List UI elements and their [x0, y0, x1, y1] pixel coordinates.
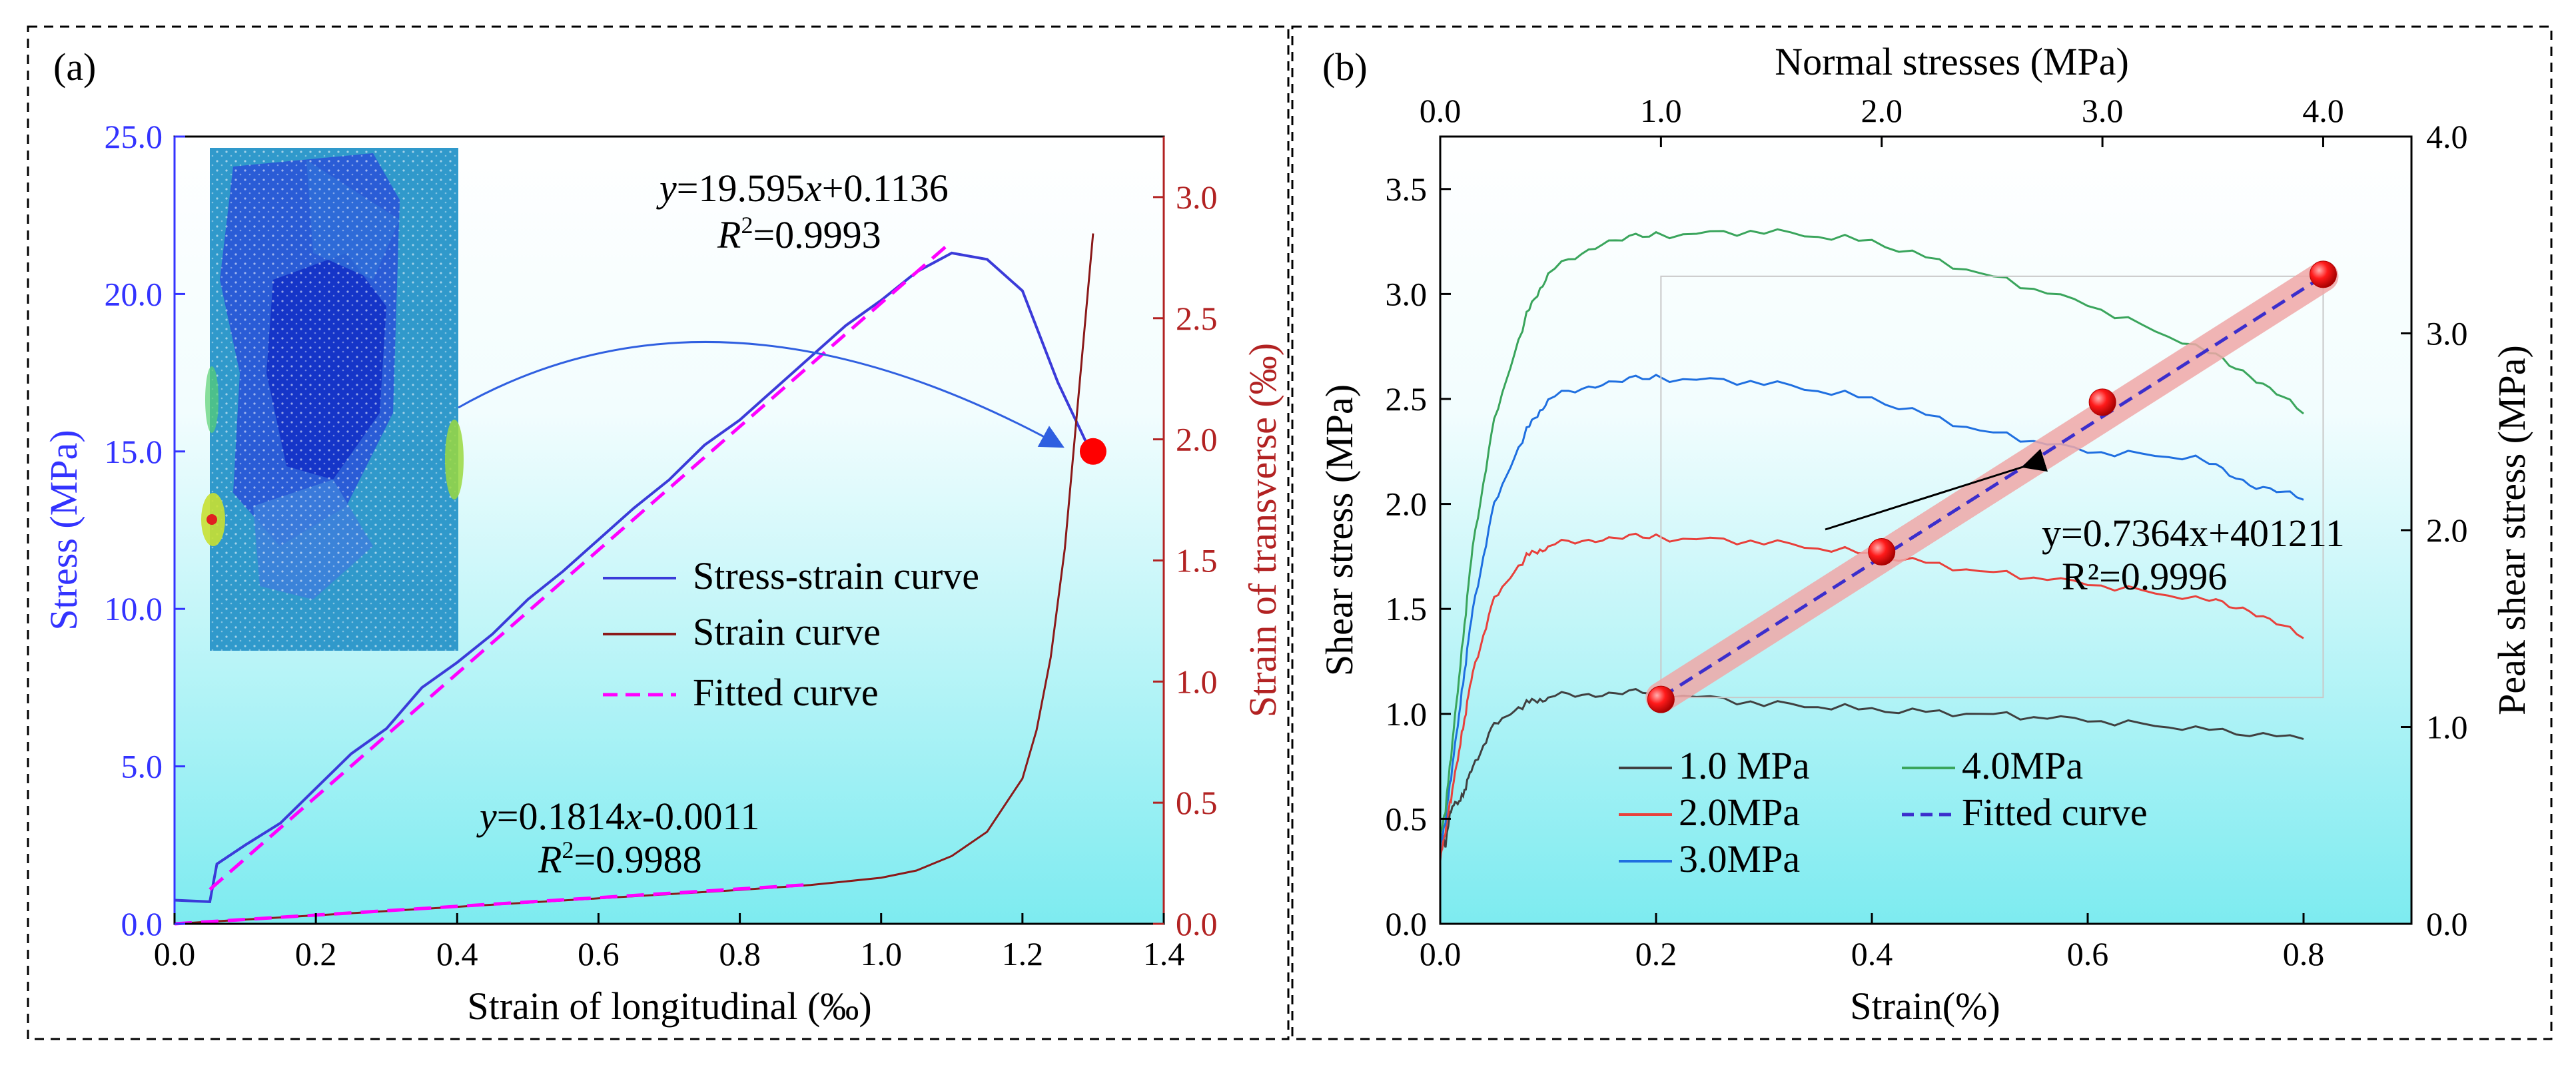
series-1-0-mpa [1439, 688, 2304, 848]
peak-point [1868, 538, 1896, 566]
y-tick-label: 1.0 [1386, 695, 1428, 733]
y-tick-label: 15.0 [105, 433, 163, 470]
panel-b-fit [1645, 260, 2339, 713]
y2-tick-label: 4.0 [2426, 118, 2468, 155]
y-tick-label: 3.5 [1386, 171, 1428, 208]
peak-point [2309, 260, 2337, 288]
y2-tick-label: 2.5 [1176, 300, 1218, 337]
panel-a-legend: Stress-strain curve Strain curve Fitted … [603, 554, 979, 714]
y-tick-label: 25.0 [105, 118, 163, 155]
panel-a-frame [27, 25, 1290, 1040]
panel-b-curves [1439, 228, 2304, 861]
panel-a-xlabel: Strain of longitudinal (‰) [467, 984, 871, 1028]
x-tick-label: 0.8 [719, 935, 761, 972]
equation-arrow [1825, 448, 2048, 531]
x2-tick-label: 1.0 [1640, 92, 1682, 129]
legend-label-2mpa: 2.0MPa [1679, 791, 1800, 834]
fit-line [1660, 274, 2324, 699]
y2-tick-label: 0.5 [1176, 784, 1218, 821]
panel-a: (a) 0.0 0.2 0.4 0.6 0.8 1.0 1.2 1.40.05.010.015… [42, 45, 1284, 1028]
panel-a-ticks: 0.0 0.2 0.4 0.6 0.8 1.0 1.2 1.40.05.010.015.020… [105, 118, 1218, 972]
panel-b-equation: y=0.7364x+401211 [2042, 512, 2345, 555]
x-tick-label: 0.0 [154, 935, 196, 972]
panel-b-x2label: Normal stresses (MPa) [1775, 40, 2129, 83]
y2-tick-label: 2.0 [2426, 512, 2468, 549]
panel-b-legend: 1.0 MPa 4.0MPa 2.0MPa Fitted curve 3.0MP… [1619, 744, 2148, 881]
panel-a-ylabel: Stress (MPa) [42, 430, 85, 630]
y-tick-label: 0.0 [121, 905, 163, 942]
legend-label-strain: Strain curve [693, 610, 881, 653]
y-tick-label: 0.5 [1386, 800, 1428, 837]
x-tick-label: 1.2 [1002, 935, 1044, 972]
y-tick-label: 3.0 [1386, 275, 1428, 312]
y-tick-label: 5.0 [121, 748, 163, 785]
eq1: y=19.595x+0.1136 [656, 167, 949, 210]
y-tick-label: 2.5 [1386, 380, 1428, 418]
panel-b-ticks: 0.0 0.2 0.4 0.6 0.8 0.0 1.0 2.0 3.0 4.0 0.0 0.5 1.0 1… [1386, 92, 2468, 972]
r2-1: R2=0.9993 [717, 212, 881, 256]
y2-tick-label: 0.0 [2426, 905, 2468, 942]
x2-tick-label: 3.0 [2082, 92, 2124, 129]
legend-label-3mpa: 3.0MPa [1679, 837, 1800, 881]
x-tick-label: 0.6 [578, 935, 620, 972]
series-4-0mpa [1439, 228, 2304, 841]
x-tick-label: 1.0 [860, 935, 902, 972]
x-tick-label: 0.8 [2283, 935, 2325, 972]
panel-a-label: (a) [53, 45, 96, 89]
x2-tick-label: 4.0 [2302, 92, 2344, 129]
x2-tick-label: 0.0 [1420, 92, 1462, 129]
legend-label-fitted-b: Fitted curve [1962, 791, 2148, 834]
panel-b-xlabel: Strain(%) [1850, 984, 2000, 1028]
y2-tick-label: 3.0 [1176, 178, 1218, 216]
panel-a-y2label: Strain of transverse (‰) [1241, 343, 1284, 717]
x-tick-label: 0.0 [1420, 935, 1462, 972]
series-3-0mpa [1439, 374, 2304, 851]
y2-tick-label: 1.0 [2426, 709, 2468, 746]
fit-box [1660, 275, 2324, 699]
y-tick-label: 10.0 [105, 590, 163, 627]
peak-point [1647, 685, 1675, 713]
peak-point [2088, 388, 2116, 416]
y2-tick-label: 1.5 [1176, 541, 1218, 579]
y-tick-label: 1.5 [1386, 590, 1428, 627]
y-tick-label: 20.0 [105, 275, 163, 312]
panel-b-ylabel: Shear stress (MPa) [1318, 384, 1361, 676]
legend-label-4mpa: 4.0MPa [1962, 744, 2083, 787]
panel-a-curves [174, 233, 1106, 926]
legend-label-stress: Stress-strain curve [693, 554, 979, 597]
panel-b-r2: R²=0.9996 [2062, 555, 2227, 598]
y-tick-label: 0.0 [1386, 905, 1428, 942]
inset-arrow [458, 340, 1065, 448]
y2-tick-label: 1.0 [1176, 663, 1218, 700]
series-2-0mpa [1439, 532, 2304, 861]
series-stress-strain-curve [174, 251, 1088, 903]
x-tick-label: 1.4 [1143, 935, 1185, 972]
panel-b-label: (b) [1322, 45, 1368, 89]
x-tick-label: 0.2 [295, 935, 337, 972]
y-tick-label: 2.0 [1386, 486, 1428, 523]
y2-tick-label: 0.0 [1176, 905, 1218, 942]
panel-b-frame [1291, 25, 2553, 1040]
specimen-image [201, 148, 464, 651]
x2-tick-label: 2.0 [1861, 92, 1903, 129]
series-fitted-curve [209, 240, 953, 891]
eq2: y=0.1814x-0.0011 [476, 795, 759, 838]
x-tick-label: 0.4 [436, 935, 478, 972]
y2-tick-label: 2.0 [1176, 421, 1218, 458]
x-tick-label: 0.2 [1635, 935, 1677, 972]
panel-b: (b) y=0.7364x+401211 R²=0.9996 0.0 0.2 0.4… [1318, 40, 2533, 1028]
marker-point [1079, 438, 1106, 465]
r2-2: R2=0.9988 [538, 837, 702, 881]
y2-tick-label: 3.0 [2426, 315, 2468, 352]
legend-label-fitted: Fitted curve [693, 671, 879, 714]
panel-b-y2label: Peak shear stress (MPa) [2490, 345, 2533, 715]
x-tick-label: 0.4 [1851, 935, 1893, 972]
x-tick-label: 0.6 [2067, 935, 2109, 972]
legend-label-1mpa: 1.0 MPa [1679, 744, 1810, 787]
